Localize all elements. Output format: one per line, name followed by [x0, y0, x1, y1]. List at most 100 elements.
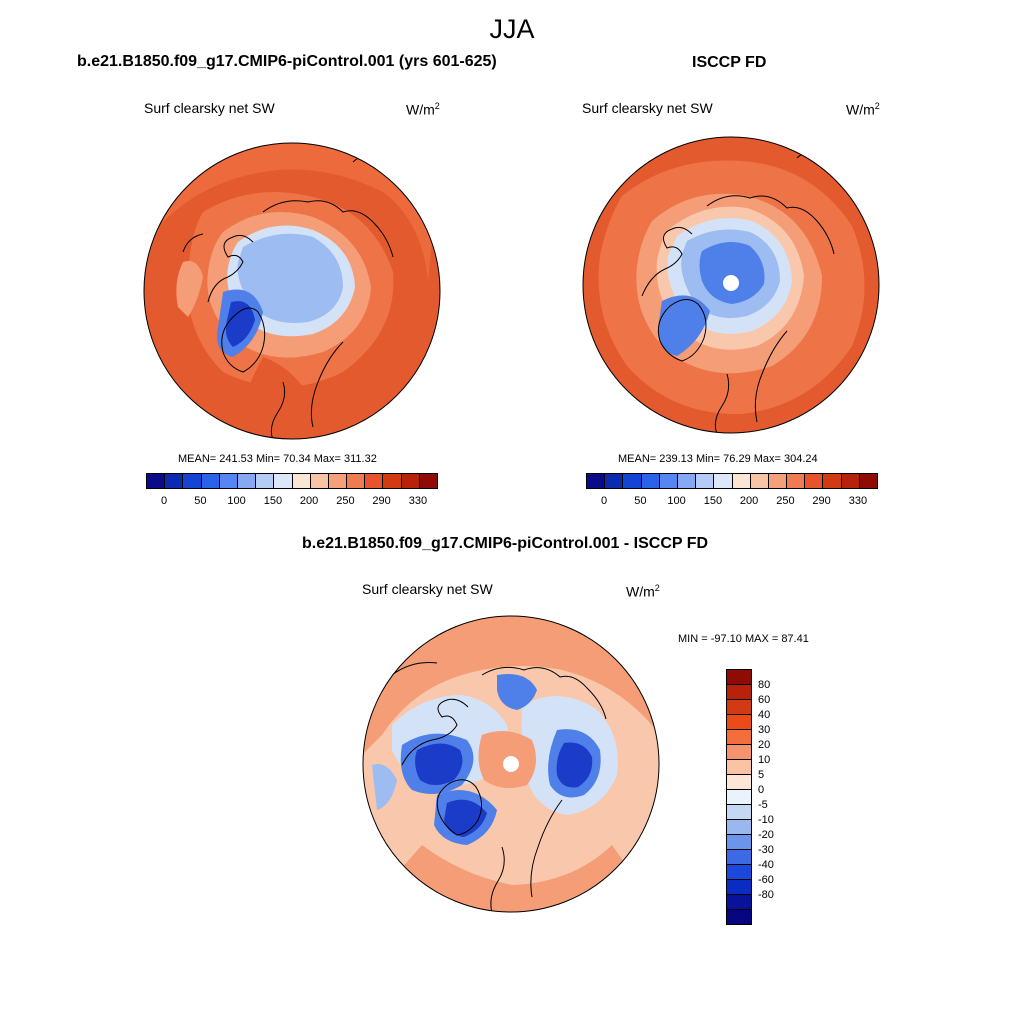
obs-panel-title: ISCCP FD [692, 54, 767, 71]
model-colorbar-ticks: 0 50 100 150 200 250 290 330 [146, 495, 438, 509]
colorbar-tick-label: -30 [758, 844, 774, 856]
colorbar-swatch [713, 474, 732, 488]
colorbar-tick-label: 100 [667, 495, 686, 507]
colorbar-swatch [786, 474, 805, 488]
colorbar-swatch [858, 474, 877, 488]
colorbar-tick-label: 200 [299, 495, 319, 507]
obs-polar-map [582, 136, 880, 434]
colorbar-tick-label: -10 [758, 814, 774, 826]
colorbar-tick-label: 100 [227, 495, 246, 507]
colorbar-swatch [749, 474, 768, 488]
colorbar-swatch [200, 474, 219, 488]
colorbar-swatch [364, 474, 383, 488]
diff-panel-title: b.e21.B1850.f09_g17.CMIP6-piControl.001 … [302, 535, 709, 552]
colorbar-swatch [291, 474, 310, 488]
diff-stats-text: MIN = -97.10 MAX = 87.41 [678, 633, 809, 645]
colorbar-swatch [727, 699, 751, 714]
colorbar-tick-label: 330 [848, 495, 868, 507]
colorbar-tick-label: -20 [758, 829, 774, 841]
colorbar-tick-label: 150 [703, 495, 723, 507]
colorbar-tick-label: 60 [758, 694, 771, 706]
colorbar-swatch [727, 864, 751, 879]
colorbar-swatch [727, 729, 751, 744]
colorbar-swatch [255, 474, 274, 488]
colorbar-swatch [727, 849, 751, 864]
diff-colorbar-ticks: 80 60 40 30 20 10 5 0 -5 -10 -20 -30 -40… [758, 669, 798, 927]
colorbar-swatch [418, 474, 437, 488]
colorbar-tick-label: -5 [758, 799, 768, 811]
colorbar-tick-label: 0 [161, 495, 168, 507]
model-colorbar [146, 473, 438, 489]
obs-colorbar [586, 473, 878, 489]
colorbar-swatch [727, 879, 751, 894]
obs-variable-label: Surf clearsky net SW [582, 100, 713, 116]
colorbar-tick-label: -60 [758, 874, 774, 886]
colorbar-tick-label: 0 [601, 495, 608, 507]
diff-polar-map [362, 615, 660, 913]
colorbar-swatch [804, 474, 823, 488]
colorbar-swatch [727, 804, 751, 819]
colorbar-tick-label: -40 [758, 859, 774, 871]
model-units-label: W/m2 [406, 101, 440, 118]
colorbar-swatch [727, 789, 751, 804]
colorbar-swatch [727, 909, 751, 924]
colorbar-swatch [658, 474, 677, 488]
colorbar-swatch [218, 474, 237, 488]
colorbar-swatch [346, 474, 365, 488]
colorbar-swatch [236, 474, 256, 488]
colorbar-tick-label: 250 [776, 495, 795, 507]
colorbar-tick-label: 5 [758, 769, 765, 781]
colorbar-swatch [822, 474, 841, 488]
colorbar-swatch [182, 474, 201, 488]
model-polar-map [143, 142, 441, 440]
figure-title: JJA [489, 14, 535, 44]
colorbar-swatch [382, 474, 401, 488]
colorbar-swatch [622, 474, 641, 488]
colorbar-swatch [327, 474, 347, 488]
model-stats-text: MEAN= 241.53 Min= 70.34 Max= 311.32 [178, 453, 377, 465]
obs-stats-text: MEAN= 239.13 Min= 76.29 Max= 304.24 [618, 453, 818, 465]
colorbar-swatch [604, 474, 623, 488]
colorbar-tick-label: 80 [758, 679, 771, 691]
colorbar-tick-label: -80 [758, 889, 774, 901]
colorbar-swatch [695, 474, 714, 488]
colorbar-tick-label: 200 [739, 495, 759, 507]
model-variable-label: Surf clearsky net SW [144, 100, 275, 116]
colorbar-swatch [727, 759, 751, 774]
colorbar-swatch [727, 684, 751, 699]
diff-units-label: W/m2 [626, 583, 660, 600]
colorbar-swatch [840, 474, 859, 488]
diff-variable-label: Surf clearsky net SW [362, 581, 493, 597]
colorbar-swatch [727, 670, 751, 684]
colorbar-swatch [400, 474, 419, 488]
colorbar-tick-label: 290 [372, 495, 391, 507]
colorbar-tick-label: 0 [758, 784, 765, 796]
colorbar-swatch [640, 474, 659, 488]
colorbar-tick-label: 290 [812, 495, 831, 507]
colorbar-swatch [727, 774, 751, 789]
colorbar-swatch [164, 474, 183, 488]
diff-colorbar [726, 669, 752, 925]
colorbar-swatch [727, 894, 751, 909]
colorbar-tick-label: 150 [263, 495, 283, 507]
colorbar-swatch [587, 474, 605, 488]
model-panel-title: b.e21.B1850.f09_g17.CMIP6-piControl.001 … [77, 53, 497, 70]
colorbar-swatch [727, 819, 751, 834]
colorbar-tick-label: 50 [634, 495, 647, 507]
colorbar-swatch [309, 474, 328, 488]
colorbar-tick-label: 40 [758, 709, 771, 721]
colorbar-swatch [147, 474, 165, 488]
colorbar-tick-label: 20 [758, 739, 771, 751]
colorbar-tick-label: 330 [408, 495, 428, 507]
colorbar-swatch [676, 474, 696, 488]
colorbar-tick-label: 250 [336, 495, 355, 507]
colorbar-tick-label: 30 [758, 724, 771, 736]
colorbar-swatch [727, 744, 751, 759]
colorbar-tick-label: 50 [194, 495, 207, 507]
obs-units-label: W/m2 [846, 101, 880, 118]
colorbar-tick-label: 10 [758, 754, 771, 766]
colorbar-swatch [767, 474, 787, 488]
colorbar-swatch [727, 714, 751, 729]
obs-colorbar-ticks: 0 50 100 150 200 250 290 330 [586, 495, 878, 509]
colorbar-swatch [731, 474, 750, 488]
